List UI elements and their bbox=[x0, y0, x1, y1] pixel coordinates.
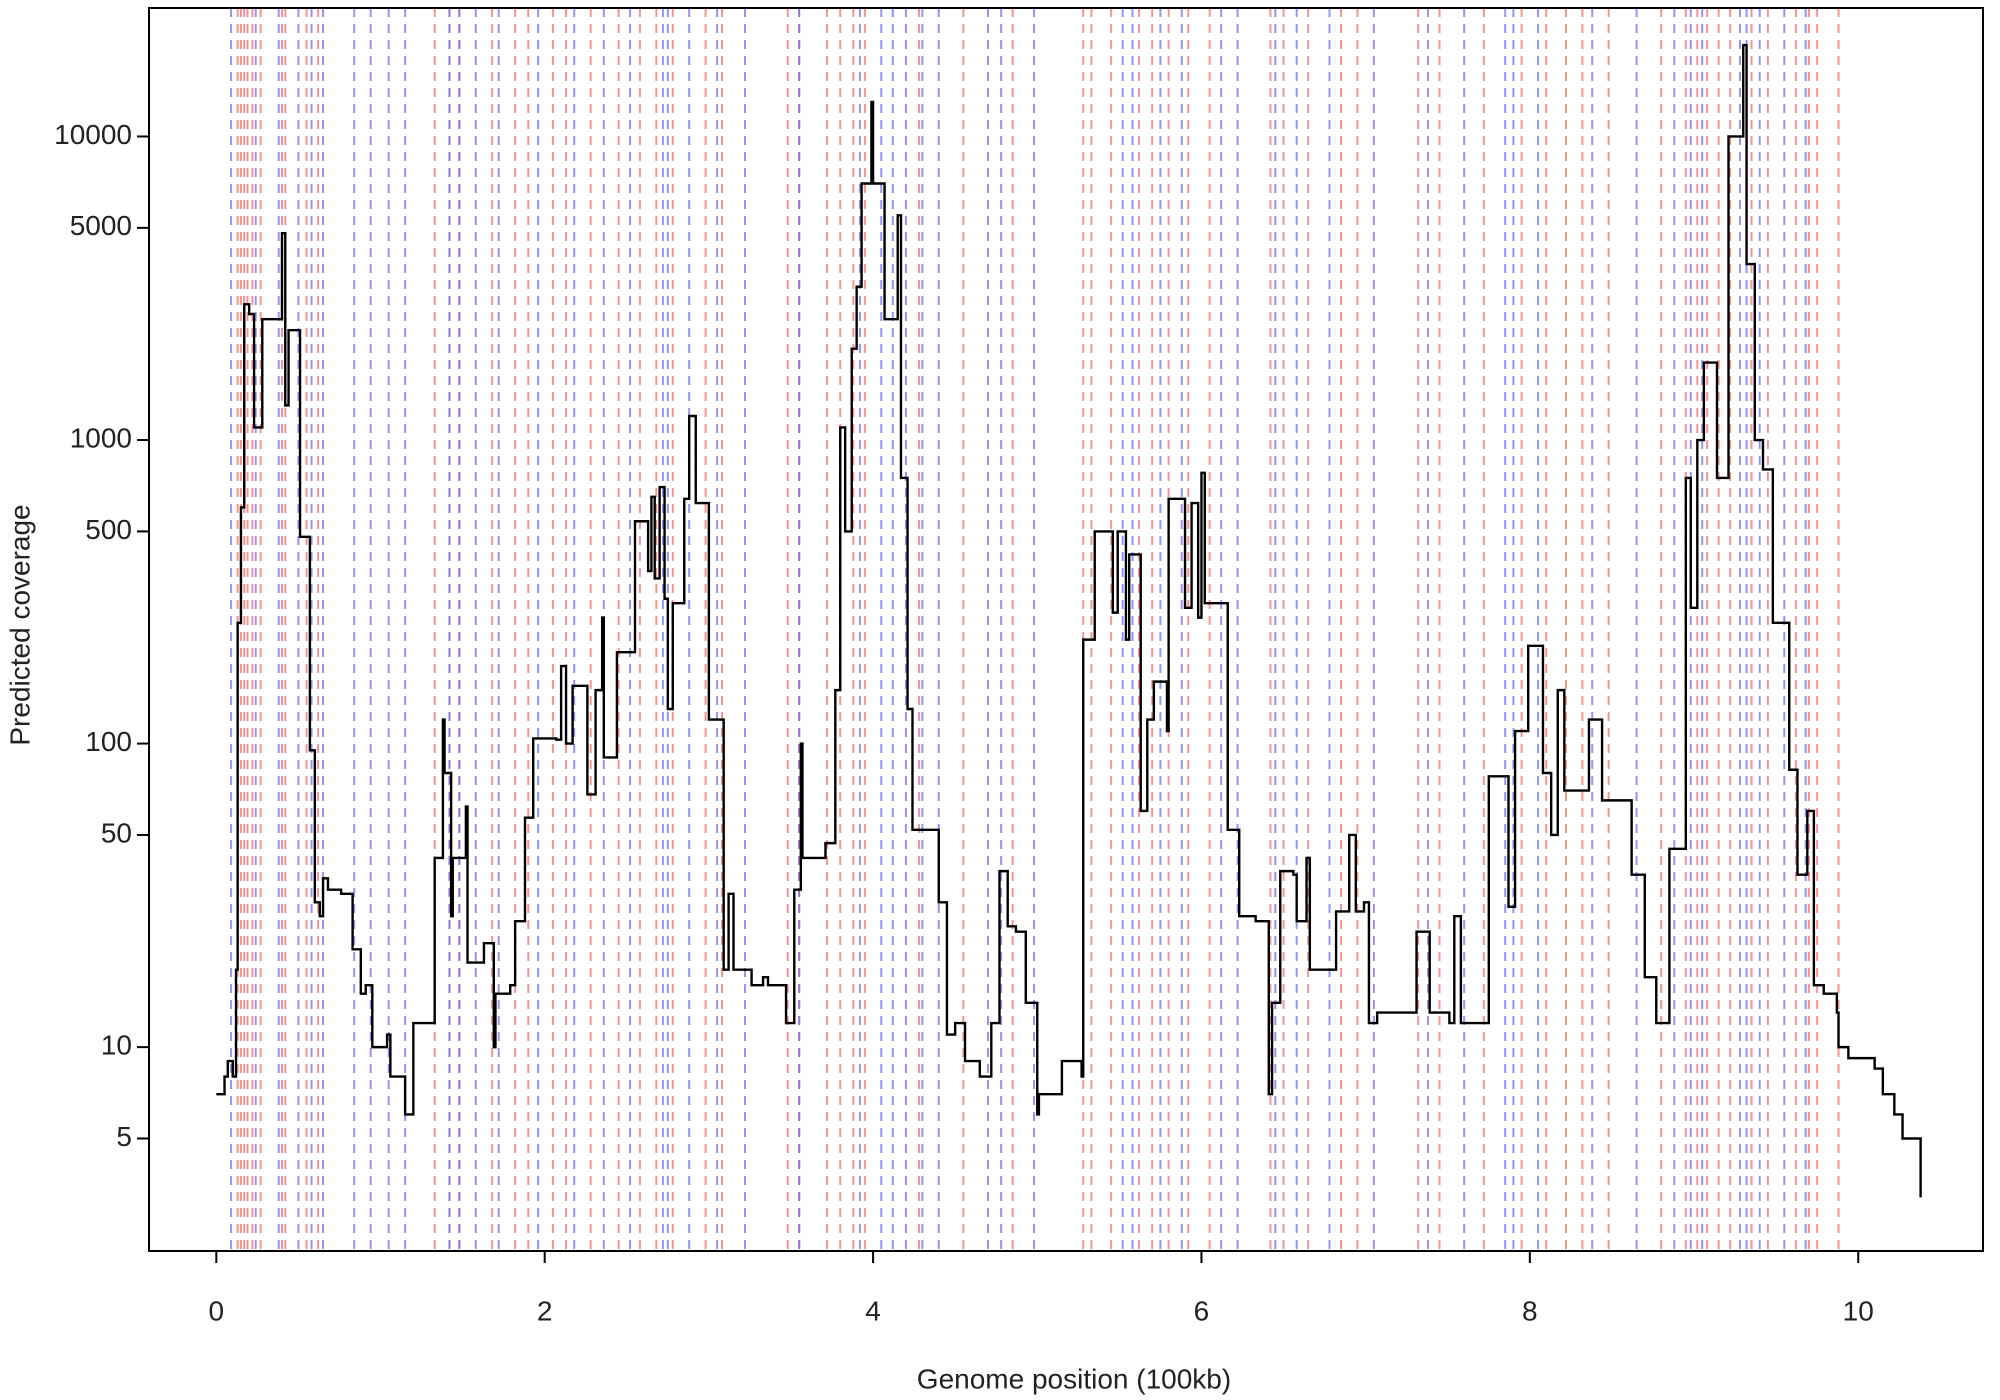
x-tick-label: 2 bbox=[537, 1295, 553, 1326]
plot-frame bbox=[148, 7, 1984, 1252]
x-tick-label: 8 bbox=[1522, 1295, 1538, 1326]
y-tick-label: 10000 bbox=[54, 119, 132, 150]
y-tick-label: 100 bbox=[85, 726, 132, 757]
x-tick-label: 0 bbox=[209, 1295, 225, 1326]
y-tick-label: 5 bbox=[116, 1121, 132, 1152]
coverage-line bbox=[216, 43, 1922, 1198]
x-axis-label: Genome position (100kb) bbox=[917, 1363, 1231, 1394]
y-tick-label: 1000 bbox=[70, 422, 132, 453]
x-tick-label: 10 bbox=[1843, 1295, 1874, 1326]
y-tick-label: 500 bbox=[85, 514, 132, 545]
y-tick-label: 50 bbox=[101, 817, 132, 848]
x-tick-label: 6 bbox=[1194, 1295, 1210, 1326]
y-tick-label: 5000 bbox=[70, 210, 132, 241]
y-tick-label: 10 bbox=[101, 1030, 132, 1061]
x-tick-label: 4 bbox=[865, 1295, 881, 1326]
y-axis-label: Predicted coverage bbox=[4, 504, 35, 745]
